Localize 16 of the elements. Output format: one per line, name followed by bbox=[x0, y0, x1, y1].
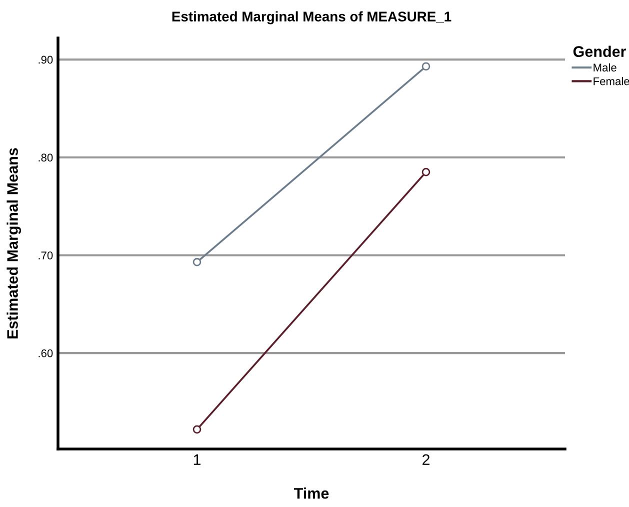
y-tick-label: .60 bbox=[38, 349, 53, 358]
y-tick-label: .70 bbox=[38, 252, 53, 260]
y-tick-label: .80 bbox=[38, 154, 53, 162]
y-tick-label: .90 bbox=[38, 56, 53, 64]
chart-title: Estimated Marginal Means of MEASURE_1 bbox=[172, 11, 452, 24]
y-axis-title: Estimated Marginal Means bbox=[6, 148, 22, 338]
x-tick-label: 1 bbox=[194, 454, 201, 465]
point bbox=[422, 62, 430, 71]
point bbox=[422, 168, 430, 176]
x-axis-title: Time bbox=[294, 488, 329, 499]
legend-label: Male bbox=[594, 63, 616, 72]
point bbox=[192, 258, 202, 266]
x-tick-label: 2 bbox=[422, 454, 430, 465]
legend-title: Gender bbox=[573, 46, 626, 57]
point bbox=[192, 425, 202, 434]
legend-label: Female bbox=[594, 77, 629, 86]
